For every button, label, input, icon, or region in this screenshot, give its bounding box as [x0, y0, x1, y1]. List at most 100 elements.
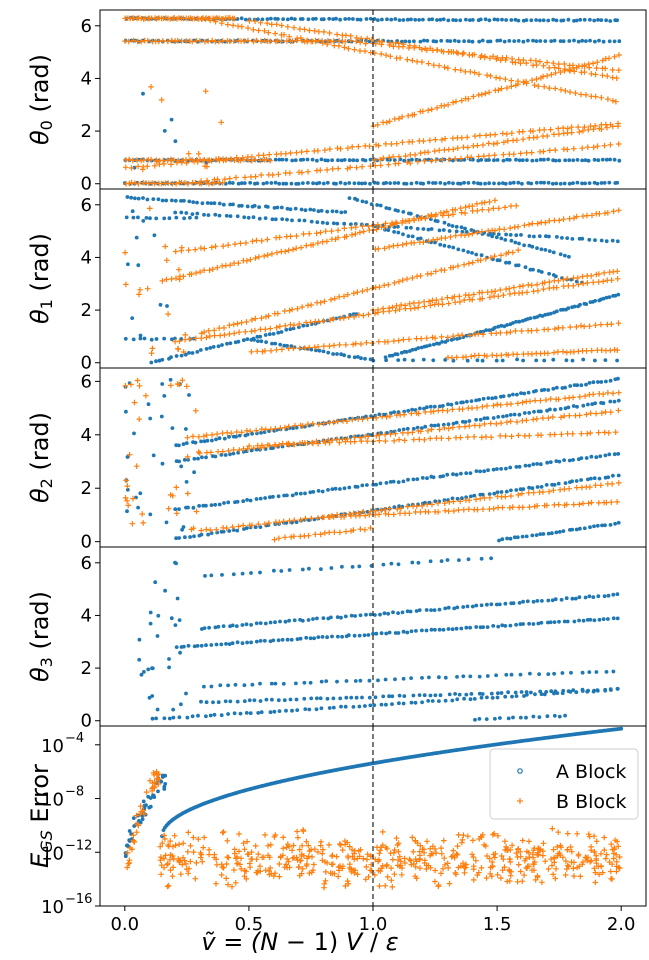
data-point	[442, 220, 447, 225]
data-point	[277, 181, 282, 186]
data-point	[455, 496, 460, 501]
data-point	[252, 843, 259, 849]
data-point	[544, 234, 548, 239]
data-point	[130, 316, 135, 320]
data-point	[401, 411, 407, 418]
data-point	[436, 147, 442, 154]
y-tick-label: 10	[41, 790, 64, 811]
data-point	[575, 383, 580, 388]
data-point	[136, 263, 141, 268]
data-point	[317, 531, 324, 538]
data-point	[390, 694, 395, 699]
data-point	[343, 210, 348, 214]
data-point	[319, 157, 324, 162]
data-point	[250, 26, 257, 33]
data-point	[231, 846, 238, 853]
data-point	[470, 251, 474, 255]
data-point	[184, 454, 191, 460]
data-point	[453, 354, 460, 361]
data-point	[345, 291, 351, 298]
data-point	[451, 18, 455, 22]
data-point	[264, 340, 268, 344]
data-point	[606, 55, 612, 62]
data-point	[383, 414, 390, 420]
data-point	[412, 152, 418, 158]
data-point	[257, 863, 263, 869]
data-point	[293, 149, 300, 156]
data-point	[379, 865, 385, 871]
data-point	[248, 711, 253, 716]
data-point	[351, 705, 356, 709]
data-point	[582, 393, 588, 399]
data-point	[270, 217, 275, 222]
data-point	[526, 181, 531, 185]
data-point	[384, 119, 390, 126]
data-point	[574, 831, 580, 837]
data-point	[385, 281, 392, 288]
data-point	[573, 324, 580, 330]
data-point	[195, 644, 200, 648]
data-point	[437, 341, 441, 346]
data-point	[198, 527, 204, 534]
data-point	[326, 30, 333, 36]
y-axis-label-egs_error: EGS Error	[26, 764, 56, 868]
data-point	[540, 63, 547, 69]
data-point	[256, 339, 260, 343]
data-point	[213, 880, 219, 887]
data-point	[606, 859, 613, 865]
data-point	[437, 627, 442, 632]
data-point	[338, 696, 343, 701]
data-point	[584, 302, 589, 306]
data-point	[567, 458, 572, 463]
data-point	[550, 487, 557, 494]
data-point	[399, 872, 405, 878]
data-point	[273, 21, 280, 28]
data-point	[369, 414, 373, 418]
data-point	[563, 253, 567, 258]
data-point	[590, 402, 595, 406]
data-point	[546, 218, 553, 224]
data-point	[509, 130, 515, 136]
data-point	[570, 358, 575, 363]
data-point	[352, 355, 357, 360]
data-point	[589, 476, 593, 481]
data-point	[214, 437, 218, 442]
data-point	[605, 210, 611, 216]
data-point	[439, 559, 444, 563]
data-point	[518, 715, 523, 720]
points-theta2	[122, 376, 622, 543]
data-point	[146, 794, 151, 799]
data-point	[433, 181, 438, 185]
data-point	[330, 514, 337, 520]
data-point	[425, 107, 431, 114]
data-point	[512, 535, 517, 540]
data-point	[258, 334, 263, 339]
data-point	[264, 252, 271, 258]
data-point	[206, 532, 211, 537]
data-point	[419, 59, 425, 65]
data-point	[507, 872, 514, 879]
data-point	[562, 458, 566, 462]
data-point	[199, 643, 204, 648]
data-point	[560, 216, 567, 222]
data-point	[607, 180, 612, 185]
data-point	[560, 348, 566, 355]
y-tick-label: 10	[41, 736, 64, 757]
data-point	[508, 465, 513, 470]
data-point	[122, 383, 129, 389]
data-point	[255, 431, 259, 436]
data-point	[601, 296, 606, 301]
data-point	[526, 504, 533, 510]
data-point	[507, 39, 512, 43]
data-point	[521, 358, 525, 363]
data-point	[262, 638, 267, 643]
data-point	[122, 495, 129, 501]
data-point	[253, 856, 260, 862]
data-point	[127, 829, 132, 833]
data-point	[411, 477, 416, 482]
data-point	[353, 164, 360, 171]
data-point	[450, 333, 456, 339]
data-point	[571, 873, 577, 879]
data-point	[544, 133, 550, 139]
data-point	[129, 520, 136, 527]
